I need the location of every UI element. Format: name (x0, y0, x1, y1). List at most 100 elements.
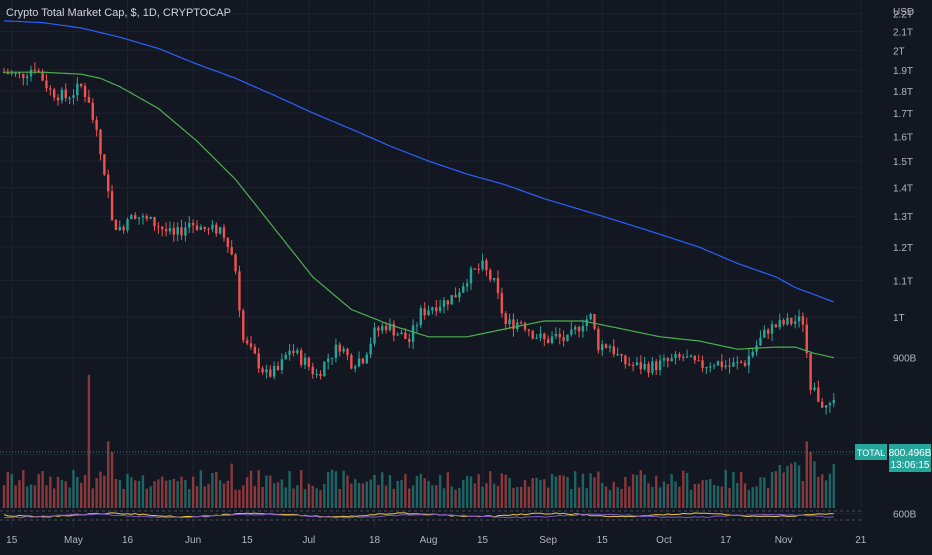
candle-body (728, 365, 731, 367)
volume-bar (365, 481, 368, 508)
candle-body (709, 366, 712, 368)
candle-body (22, 73, 25, 79)
volume-bar (199, 470, 203, 508)
candle-body (272, 365, 276, 377)
candle-body (149, 217, 152, 219)
volume-bar (566, 477, 569, 508)
volume-bar (234, 489, 237, 508)
candle-body (408, 338, 411, 342)
x-tick-label: Jul (302, 535, 315, 546)
volume-bar (492, 483, 496, 508)
volume-bar (330, 469, 334, 508)
volume-bar (215, 471, 218, 508)
volume-bar (25, 486, 29, 508)
candle-body (261, 368, 264, 373)
volume-bar (438, 475, 442, 508)
candle-body (164, 229, 168, 232)
volume-bar (245, 477, 249, 508)
volume-bar (299, 469, 303, 508)
candle-body (68, 97, 71, 99)
candle-body (52, 89, 56, 98)
candle-body (442, 300, 446, 307)
volume-bar (315, 488, 318, 508)
volume-bar (558, 475, 561, 508)
candle-body (643, 363, 646, 370)
volume-bar (550, 473, 554, 508)
volume-bar (797, 465, 801, 508)
candle-body (191, 222, 195, 226)
candle-body (469, 268, 473, 284)
volume-bar (516, 487, 519, 508)
volume-bar (442, 488, 446, 508)
volume-bar (33, 485, 37, 508)
volume-bar (546, 487, 550, 508)
volume-bar (504, 474, 507, 508)
volume-bar (242, 485, 245, 508)
volume-bar (628, 486, 631, 508)
volume-bar (809, 451, 812, 508)
y-unit-label: USD (893, 7, 914, 18)
volume-bar (601, 482, 604, 508)
candle-body (670, 358, 673, 362)
y-tick-label: 2T (893, 46, 905, 57)
volume-bar (755, 486, 758, 508)
candle-body (37, 70, 40, 72)
volume-bar (709, 478, 712, 508)
candle-body (265, 369, 268, 373)
candle-body (91, 102, 94, 120)
candle-body (415, 325, 419, 327)
candle-body (319, 373, 322, 377)
candle-body (828, 403, 832, 406)
candle-body (512, 319, 515, 330)
candle-body (215, 224, 218, 234)
volume-bar (195, 486, 199, 508)
volume-bar (739, 472, 743, 508)
volume-bar (801, 481, 805, 508)
volume-bar (296, 485, 299, 508)
volume-bar (145, 488, 148, 508)
candle-body (218, 227, 222, 234)
candle-body (365, 354, 368, 364)
candle-body (222, 227, 226, 238)
volume-bar (37, 474, 40, 508)
candle-body (573, 327, 577, 330)
candle-body (99, 129, 102, 155)
y-tick-label: 1.9T (893, 66, 913, 77)
candle-body (423, 308, 426, 316)
volume-bar (770, 472, 774, 508)
candle-body (103, 154, 106, 175)
volume-bar (597, 471, 600, 508)
candle-body (763, 329, 766, 338)
volume-bar (342, 470, 345, 508)
volume-bar (168, 479, 172, 508)
volume-bar (427, 480, 430, 508)
volume-bar (531, 478, 534, 508)
volume-bar (91, 488, 94, 508)
volume-bar (180, 476, 183, 508)
volume-bar (793, 461, 797, 508)
candle-body (269, 369, 272, 377)
volume-bar (99, 471, 102, 508)
volume-bar (176, 481, 179, 508)
candle-body (435, 307, 438, 312)
candle-body (234, 254, 237, 272)
volume-bar (153, 481, 156, 508)
volume-bar (137, 480, 141, 508)
candle-body (496, 277, 500, 294)
candle-body (651, 361, 654, 373)
volume-bar (662, 481, 666, 508)
x-tick-label: Jun (185, 535, 201, 546)
candle-body (296, 350, 299, 354)
candle-body (334, 344, 338, 358)
candle-body (83, 85, 87, 98)
candle-body (558, 333, 561, 338)
candle-body (527, 329, 531, 332)
candle-body (168, 228, 172, 232)
indicator-line-a (3, 512, 834, 518)
ma-long-line (3, 20, 835, 303)
volume-bar (682, 470, 685, 508)
candle-body (481, 260, 484, 270)
volume-bar (392, 488, 395, 508)
candle-body (95, 119, 98, 130)
